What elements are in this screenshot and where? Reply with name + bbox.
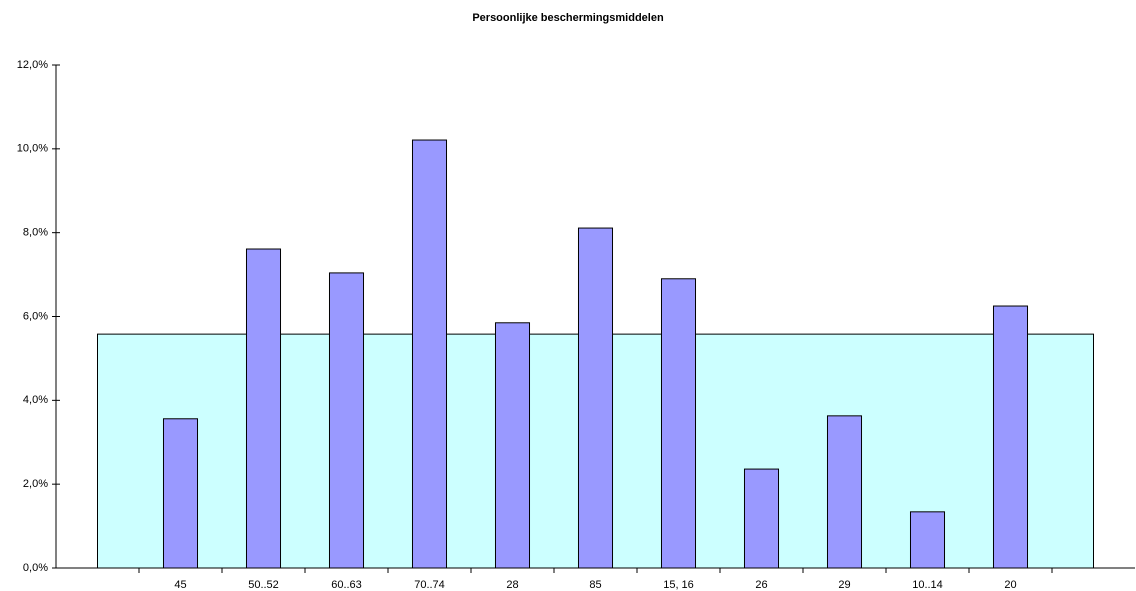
y-tick-label: 0,0% [23,562,48,574]
x-tick-label: 28 [506,579,518,591]
x-tick-label: 70..74 [414,579,445,591]
x-tick-label: 29 [838,579,850,591]
x-tick-label: 10..14 [912,579,943,591]
bar [660,278,697,569]
x-tick-label: 20 [1004,579,1016,591]
y-tick-label: 2,0% [23,478,48,490]
bar [245,248,282,569]
bar [826,415,863,569]
y-tick-label: 8,0% [23,227,48,239]
y-tick-label: 4,0% [23,394,48,406]
x-tick-label: 50..52 [248,579,279,591]
bar [328,272,365,569]
bar [743,468,780,569]
bar [411,139,448,569]
x-tick-label: 60..63 [331,579,362,591]
x-tick-label: 85 [589,579,601,591]
x-tick-label: 26 [755,579,767,591]
bar [992,305,1029,569]
y-tick-label: 10,0% [17,143,48,155]
y-tick-label: 12,0% [17,59,48,71]
bar [577,227,614,569]
x-tick-label: 15, 16 [663,579,694,591]
bar [494,322,531,569]
bar [162,418,199,569]
chart-title: Persoonlijke beschermingsmiddelen [472,12,664,24]
y-tick-label: 6,0% [23,310,48,322]
bar [909,511,946,569]
x-tick-label: 45 [174,579,186,591]
